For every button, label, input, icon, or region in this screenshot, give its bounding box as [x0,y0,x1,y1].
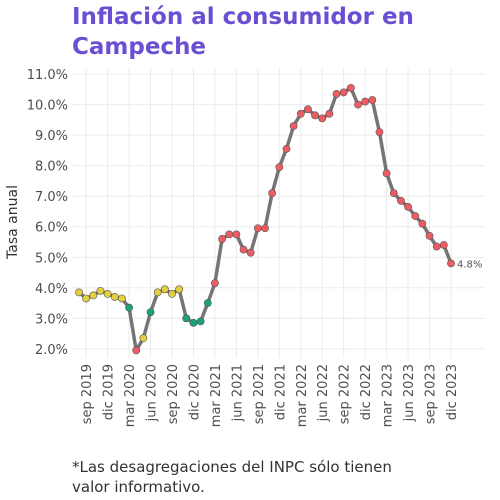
point [325,109,334,118]
y-tick-label: 5.0% [35,251,68,266]
point [382,169,391,178]
line [77,86,453,353]
point [311,111,319,120]
x-tick-label: sep 2019 [80,364,95,424]
x-tick-label: mar 2020 [123,364,138,427]
x-tick-label: jun 2020 [145,364,160,422]
point [89,291,98,300]
point [296,109,305,118]
point [346,83,355,92]
point [103,289,112,298]
point [246,248,255,257]
point [125,303,133,312]
point [268,189,277,198]
point [225,230,234,239]
x-tick-label: dic 2020 [187,364,202,420]
x-tick-label: dic 2023 [445,364,460,420]
point [153,288,162,297]
x-tick-label: jun 2021 [230,364,245,422]
point [332,90,341,98]
point [318,114,327,123]
x-tick-label: dic 2022 [359,364,374,420]
y-tick-label: 4.0% [35,282,68,297]
point [261,224,269,233]
chart-title: Inflación al consumidor en [72,4,414,30]
y-tick-label: 10.0% [27,99,68,114]
point [175,285,184,294]
point [139,334,148,343]
point [282,144,291,153]
y-tick-label: 2.0% [35,343,68,358]
point [196,317,205,326]
point [411,212,420,220]
x-tick-label: sep 2020 [166,364,181,424]
y-tick-label: 9.0% [35,129,68,144]
x-tick-label: sep 2023 [424,364,439,424]
footnote: valor informativo. [72,478,205,496]
point [447,259,455,268]
x-tick-label: jun 2022 [316,364,331,422]
point [368,96,377,104]
point [354,100,362,109]
point [218,235,226,243]
point [375,128,384,137]
x-tick-label: dic 2021 [273,364,288,420]
point [425,231,434,240]
x-tick-label: mar 2023 [381,364,396,427]
y-tick-label: 6.0% [35,221,68,236]
point [289,122,298,130]
chart-title: Campeche [72,34,206,60]
point [239,245,248,254]
x-tick-label: mar 2022 [295,364,310,427]
point [275,163,284,172]
point [75,288,83,297]
point [203,299,212,307]
point [404,202,412,211]
y-tick-label: 8.0% [35,160,68,175]
x-tick-label: sep 2021 [252,364,267,424]
point [168,289,176,298]
y-tick-label: 7.0% [35,190,68,205]
point [389,189,398,198]
point [304,105,312,114]
footnote: *Las desagregaciones del INPC sólo tiene… [72,458,392,476]
x-tick-label: jun 2023 [402,364,417,422]
value-label: 4.8% [457,259,482,270]
point [418,219,427,228]
point [339,88,348,97]
point [96,286,105,295]
point [361,97,370,106]
y-axis-label: Tasa anual [5,185,21,260]
y-tick-label: 11.0% [27,68,68,83]
point [110,293,119,301]
x-tick-label: dic 2019 [102,364,117,420]
point [160,285,169,294]
point [118,294,126,303]
point [432,242,441,251]
point [132,346,141,355]
point [253,224,262,233]
point [232,230,241,239]
point [439,241,448,249]
x-tick-label: sep 2022 [338,364,353,424]
point [146,308,155,317]
point [189,318,198,327]
point [397,196,405,205]
point [82,294,91,303]
point [211,279,219,288]
y-tick-label: 3.0% [35,312,68,327]
x-tick-label: mar 2021 [209,364,224,427]
point [182,314,191,323]
